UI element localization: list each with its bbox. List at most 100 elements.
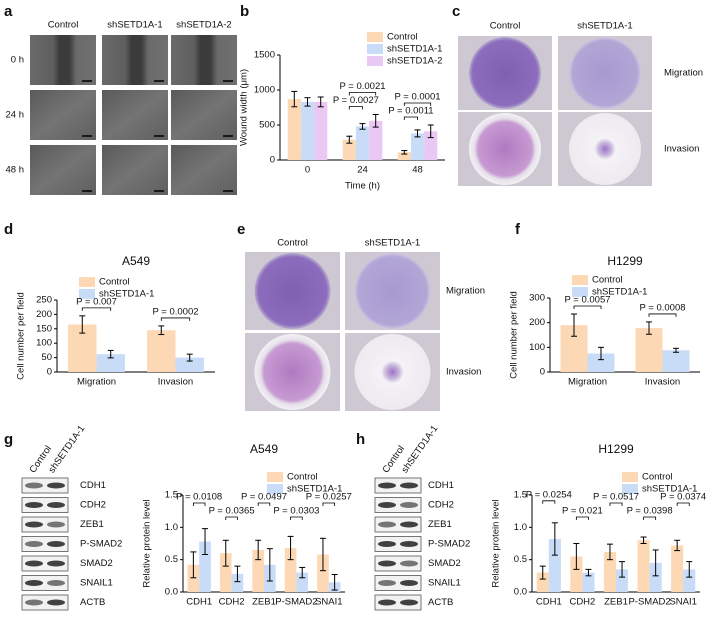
legend-swatch xyxy=(267,484,283,494)
p-value: P = 0.0008 xyxy=(639,302,685,313)
row-label: Invasion xyxy=(446,367,481,378)
blot-band xyxy=(47,560,65,567)
bar xyxy=(231,573,244,592)
panel-letter: d xyxy=(4,221,13,238)
legend-label: shSETD1A-1 xyxy=(592,287,647,298)
legend-swatch xyxy=(367,32,383,42)
blot-strip xyxy=(21,555,69,572)
x-tick-label: CDH2 xyxy=(569,597,595,608)
row-label: 48 h xyxy=(6,165,25,176)
error-bar xyxy=(202,528,209,555)
y-tick-label: 150 xyxy=(36,323,52,334)
blot-band xyxy=(378,580,396,586)
well xyxy=(469,113,541,185)
band-label: SNAIL1 xyxy=(428,578,461,589)
y-tick-label: 1.0 xyxy=(165,522,178,533)
significance-bracket xyxy=(403,116,418,120)
blot-band xyxy=(400,502,418,508)
y-tick-label: 1.5 xyxy=(165,490,178,501)
wound-image xyxy=(102,90,168,140)
x-tick-label: 0 xyxy=(305,165,310,176)
y-axis-label: Relative protein level xyxy=(491,499,502,587)
x-tick-label: Invasion xyxy=(158,377,193,388)
significance-bracket xyxy=(403,102,432,106)
column-header: Control xyxy=(490,21,521,32)
y-tick-label: 1.5 xyxy=(514,490,527,501)
panel-letter: b xyxy=(240,3,249,20)
blot-band xyxy=(400,482,418,489)
p-value: P = 0.021 xyxy=(562,506,603,517)
y-tick-label: 200 xyxy=(529,317,545,328)
blot-strip xyxy=(374,497,422,513)
error-bar xyxy=(299,566,306,579)
band-label: SMAD2 xyxy=(428,558,461,569)
band-label: CDH2 xyxy=(428,500,454,511)
bar xyxy=(317,554,329,592)
x-tick-label: ZEB1 xyxy=(252,597,276,608)
error-bar xyxy=(573,543,580,570)
blot-band xyxy=(378,541,396,547)
panel-letter: h xyxy=(356,431,365,448)
error-bar xyxy=(619,561,626,578)
significance-bracket xyxy=(575,516,589,520)
column-header: shSETD1A-1 xyxy=(107,20,162,31)
error-bar xyxy=(640,536,647,544)
y-tick-label: 200 xyxy=(36,309,52,320)
significance-bracket xyxy=(257,502,271,506)
p-value: P = 0.0057 xyxy=(564,295,610,306)
bar xyxy=(683,569,696,592)
bar xyxy=(284,548,297,592)
blot-band xyxy=(378,521,396,528)
blot-strip xyxy=(374,575,422,591)
bar xyxy=(397,152,411,160)
legend-label: shSETD1A-1 xyxy=(387,44,442,55)
p-value: P = 0.0011 xyxy=(388,106,433,117)
blot-band xyxy=(25,482,43,489)
y-tick-label: 1000 xyxy=(254,85,275,96)
error-bar xyxy=(190,551,197,579)
p-value: P = 0.0021 xyxy=(339,81,385,92)
column-header: Control xyxy=(277,238,308,249)
y-tick-label: 0.5 xyxy=(514,554,527,565)
error-bar xyxy=(287,535,294,561)
wound-image xyxy=(171,90,237,140)
y-tick-label: 500 xyxy=(259,120,275,131)
band-label: CDH1 xyxy=(428,480,454,491)
legend-swatch xyxy=(267,472,283,482)
bar xyxy=(252,549,264,592)
blot-strip xyxy=(374,555,422,572)
band-label: P-SMAD2 xyxy=(428,539,470,550)
well xyxy=(569,37,641,109)
y-tick-label: 0.0 xyxy=(165,587,178,598)
error-bar xyxy=(427,124,434,139)
bar xyxy=(287,99,301,160)
wound-image xyxy=(102,145,168,195)
legend-label: shSETD1A-1 xyxy=(642,484,697,495)
error-bar xyxy=(571,313,577,337)
blot-strip xyxy=(374,536,422,552)
error-bar xyxy=(79,315,86,334)
p-value: P = 0.0001 xyxy=(394,92,440,103)
y-tick-label: 0.0 xyxy=(514,587,527,598)
blot-band xyxy=(25,580,43,586)
y-axis-label: Wound width (μm) xyxy=(239,69,250,146)
p-value: P = 0.0303 xyxy=(273,506,319,517)
legend-swatch xyxy=(79,289,95,299)
blot-band xyxy=(47,541,65,547)
band-label: P-SMAD2 xyxy=(80,539,122,550)
error-bar xyxy=(686,561,693,578)
column-header: shSETD1A-1 xyxy=(365,238,420,249)
panel-letter: c xyxy=(452,3,460,20)
y-tick-label: 0.5 xyxy=(165,554,178,565)
significance-bracket xyxy=(609,502,623,506)
error-bar xyxy=(401,150,408,155)
bar xyxy=(570,556,583,592)
bar xyxy=(369,120,383,160)
x-tick-label: Migration xyxy=(568,377,607,388)
wound-image xyxy=(171,35,237,85)
error-bar xyxy=(158,325,165,336)
y-axis-label: Relative protein level xyxy=(142,499,153,587)
error-bar xyxy=(266,548,273,582)
x-tick-label: Invasion xyxy=(645,377,680,388)
legend-label: shSETD1A-2 xyxy=(387,56,442,67)
